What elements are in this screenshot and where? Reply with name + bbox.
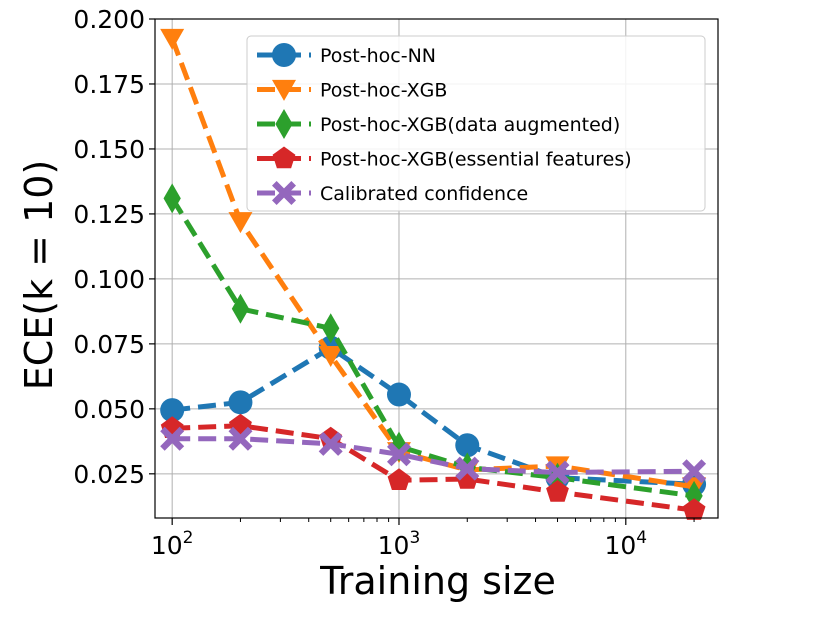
y-axis-title: ECE(k = 10) <box>17 160 61 391</box>
data-point <box>160 426 185 451</box>
series-post-hoc-xgb-essential-features <box>160 413 706 520</box>
plot-area-frame <box>154 18 719 519</box>
x-tick-label: 104 <box>604 528 647 560</box>
legend-label: Post-hoc-NN <box>320 45 436 67</box>
legend-marker <box>275 109 293 139</box>
data-point <box>228 390 253 415</box>
data-point <box>682 498 706 520</box>
legend-marker <box>272 43 296 67</box>
legend-box <box>246 35 706 212</box>
y-tick-label: 0.025 <box>73 460 145 489</box>
data-point <box>545 460 570 485</box>
legend-entry: Post-hoc-XGB(data augmented) <box>257 109 620 139</box>
data-point <box>387 442 411 467</box>
legend-marker <box>272 146 296 169</box>
x-tick-label: 102 <box>151 528 194 560</box>
legend-label: Post-hoc-XGB(data augmented) <box>320 114 620 136</box>
x-tick-base: 10 <box>604 531 636 560</box>
data-point <box>546 480 569 502</box>
axis-ticks: 0.025 0.050 0.075 0.100 0.125 0.150 0.175 0.200… <box>73 5 695 560</box>
data-point <box>682 459 707 484</box>
data-point <box>455 456 480 481</box>
x-axis-title: Training size <box>319 559 556 603</box>
data-point <box>455 433 480 458</box>
data-point <box>318 431 343 456</box>
legend-entry: Post-hoc-XGB <box>257 80 447 102</box>
x-tick-label: 103 <box>378 528 421 560</box>
data-point <box>163 183 181 214</box>
y-tick-label: 0.175 <box>73 70 145 99</box>
data-point <box>231 293 250 324</box>
data-point <box>160 398 185 423</box>
legend-label: Post-hoc-XGB <box>320 80 447 102</box>
series-lines <box>160 28 707 520</box>
x-tick-exponent: 4 <box>636 528 647 548</box>
legend-label: Post-hoc-XGB(essential features) <box>320 149 632 171</box>
series-calibrated-confidence <box>160 426 707 485</box>
data-point <box>387 468 411 490</box>
y-tick-label: 0.050 <box>73 395 145 424</box>
y-tick-label: 0.075 <box>73 330 145 359</box>
legend-entry: Post-hoc-NN <box>257 43 436 67</box>
data-point <box>322 313 340 344</box>
y-tick-label: 0.150 <box>73 135 145 164</box>
legend-label: Calibrated confidence <box>320 183 528 205</box>
y-tick-label: 0.200 <box>73 5 145 34</box>
legend-entry: Post-hoc-XGB(essential features) <box>257 146 632 171</box>
y-tick-label: 0.125 <box>73 200 145 229</box>
y-tick-label: 0.100 <box>73 265 145 294</box>
x-tick-base: 10 <box>378 531 410 560</box>
x-tick-base: 10 <box>151 531 183 560</box>
x-tick-exponent: 2 <box>183 528 194 548</box>
legend-marker <box>272 181 296 205</box>
data-point <box>228 212 253 234</box>
legend-marker <box>272 79 296 101</box>
legend-entry: Calibrated confidence <box>257 181 528 205</box>
data-point <box>228 426 253 451</box>
data-point <box>318 345 343 367</box>
series-line <box>170 196 695 499</box>
data-point <box>386 382 411 407</box>
legend: Post-hoc-NN Post-hoc-XGB Post-hoc-XGB(data… <box>246 35 706 212</box>
x-tick-exponent: 3 <box>409 528 420 548</box>
data-point <box>160 28 185 50</box>
